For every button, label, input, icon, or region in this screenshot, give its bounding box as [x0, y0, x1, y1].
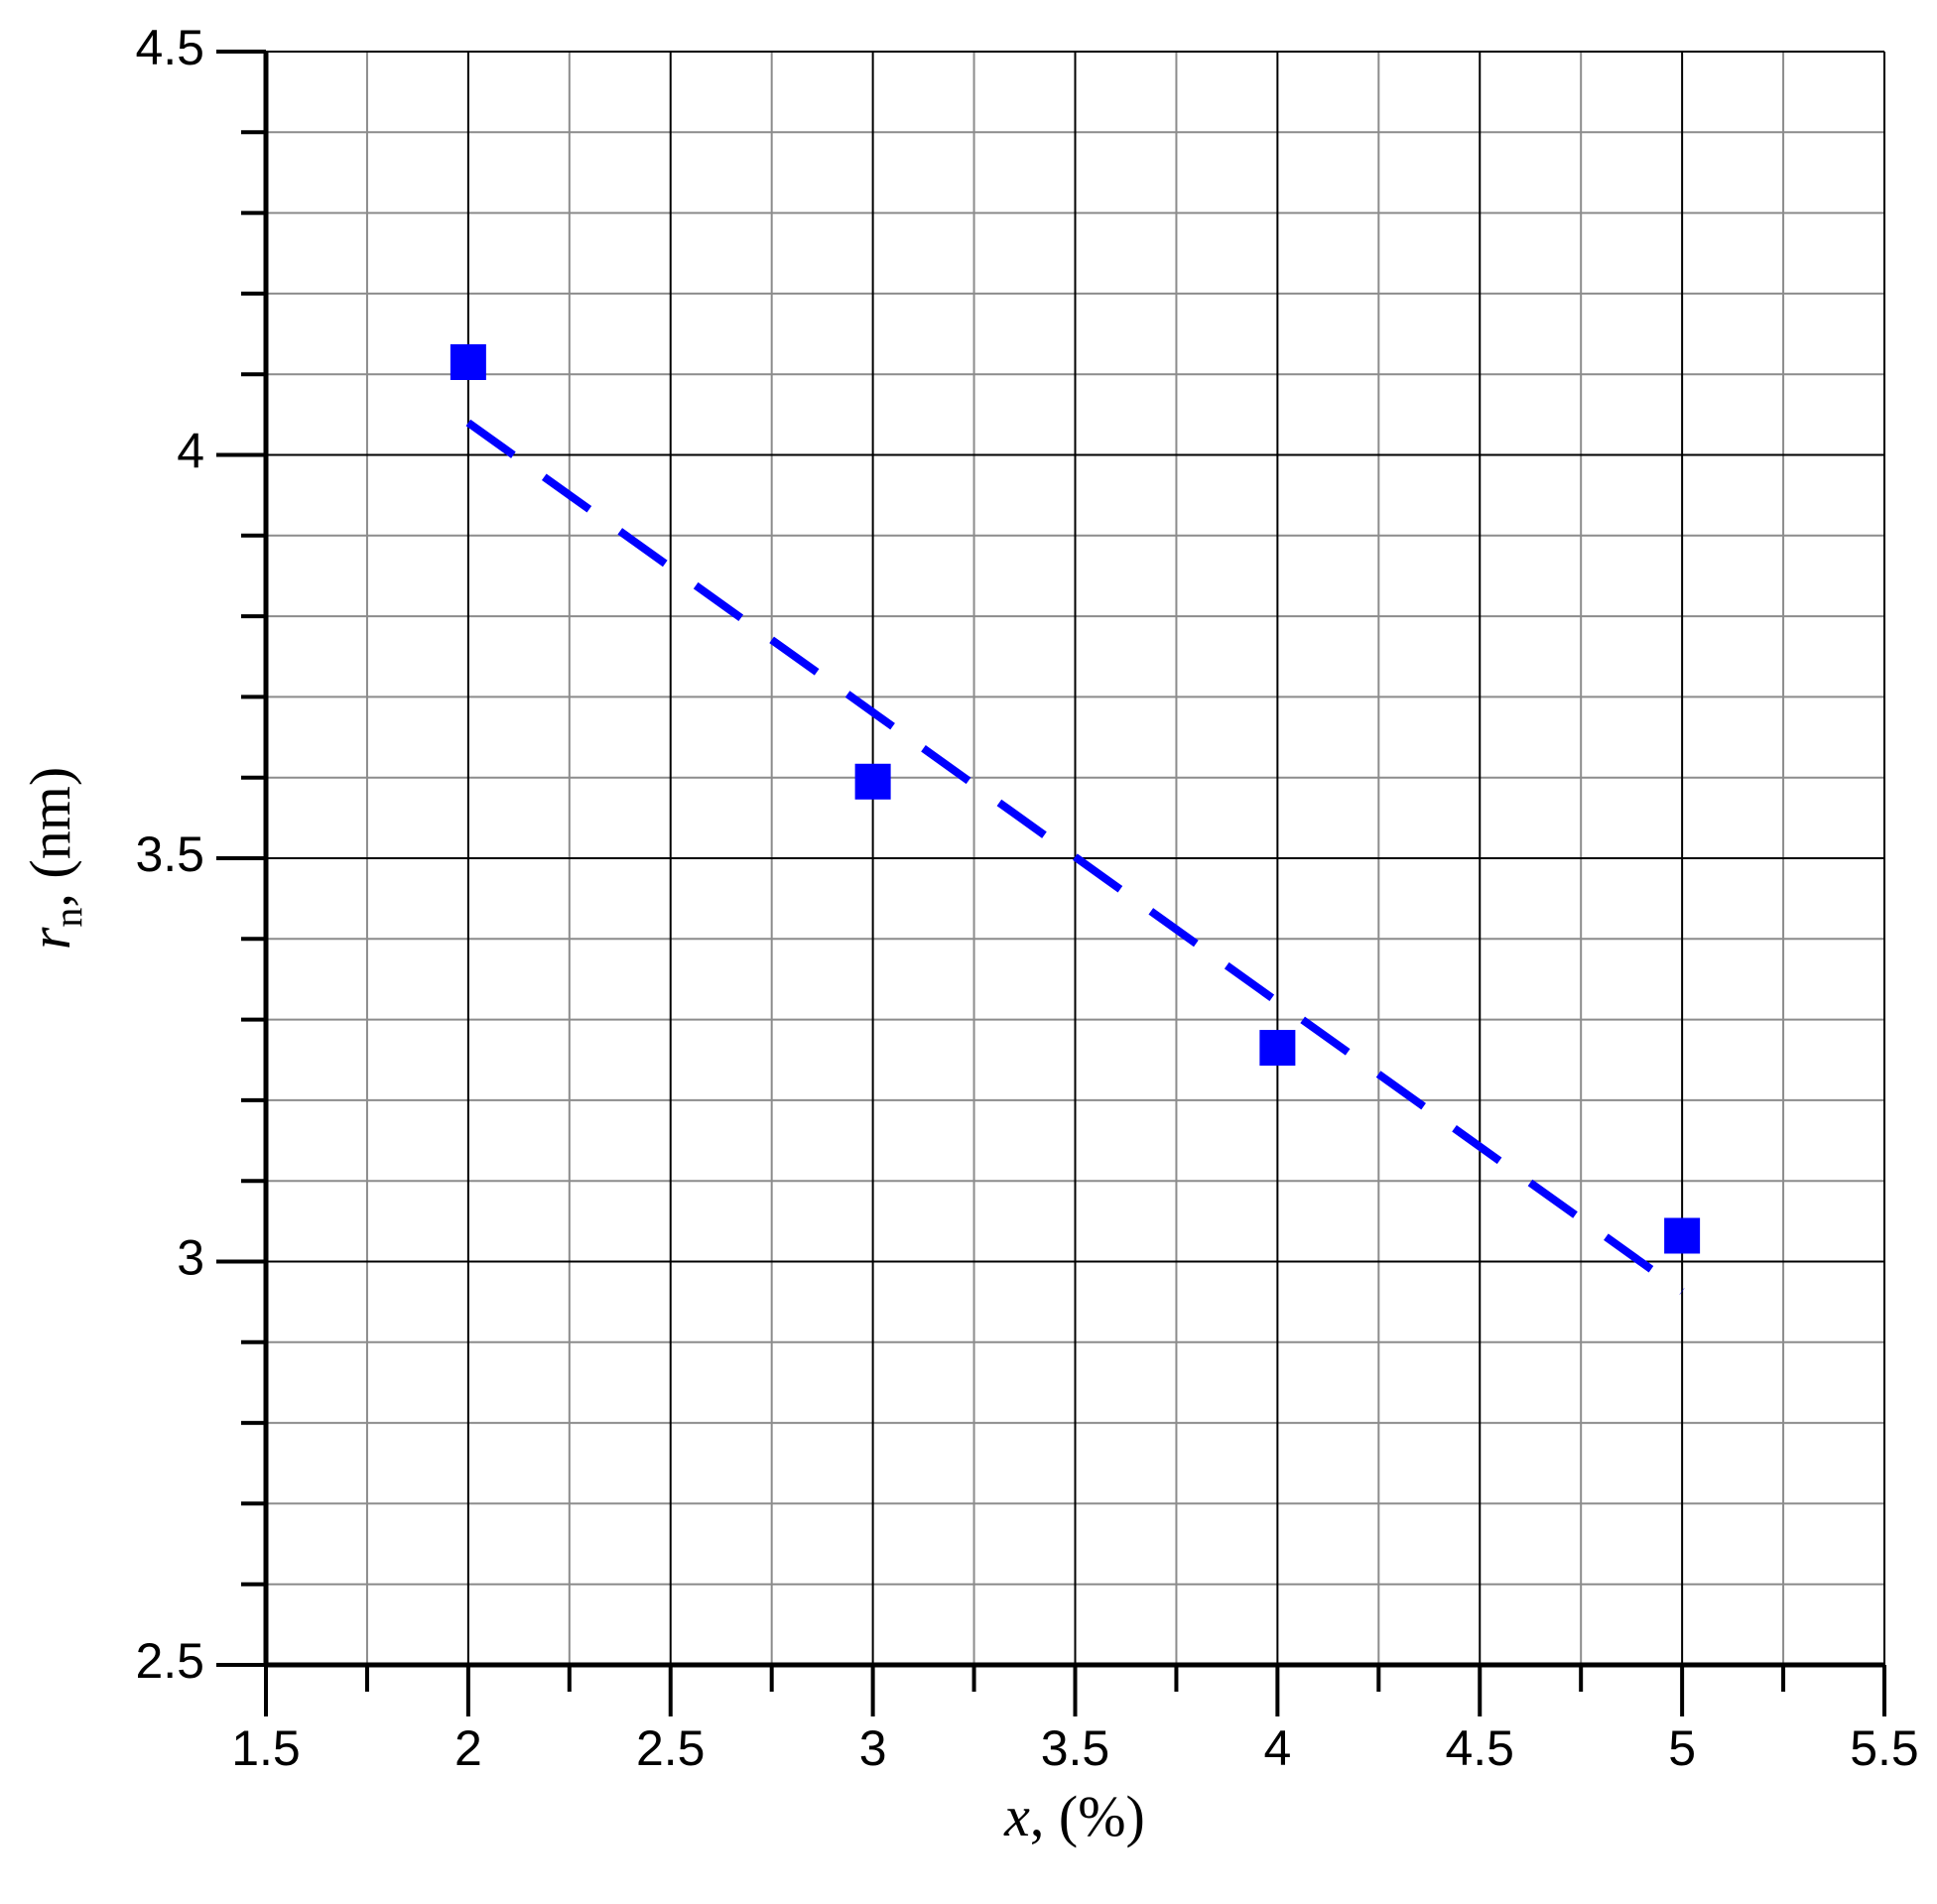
fit-line [465, 419, 1685, 1295]
y-tick-label: 3.5 [135, 826, 204, 882]
x-tick-label: 2.5 [636, 1720, 706, 1776]
y-tick-label: 4 [177, 424, 204, 479]
x-tick-label: 4.5 [1445, 1720, 1514, 1776]
x-label-symbol: x [1003, 1784, 1030, 1848]
y-tick-label: 3 [177, 1230, 204, 1286]
point [450, 344, 486, 381]
y-axis-title: rn, (nm) [18, 767, 90, 950]
x-tick-label: 4 [1263, 1720, 1291, 1776]
x-label-rest: , (%) [1030, 1784, 1145, 1848]
point [854, 763, 891, 800]
y-label-rest: , (nm) [18, 767, 82, 908]
y-tick-label: 2.5 [135, 1633, 204, 1689]
x-tick-label: 5 [1668, 1720, 1696, 1776]
x-tick-label: 5.5 [1850, 1720, 1919, 1776]
x-tick-label: 1.5 [231, 1720, 301, 1776]
y-label-subscript: n [46, 908, 90, 928]
x-tick-label: 3 [859, 1720, 887, 1776]
x-tick-label: 3.5 [1041, 1720, 1110, 1776]
point [1259, 1030, 1296, 1067]
y-label-symbol: r [18, 927, 82, 950]
y-tick-label: 4.5 [135, 20, 204, 75]
point [1664, 1217, 1701, 1254]
x-tick-label: 2 [454, 1720, 482, 1776]
x-axis-title: x, (%) [1003, 1784, 1145, 1848]
